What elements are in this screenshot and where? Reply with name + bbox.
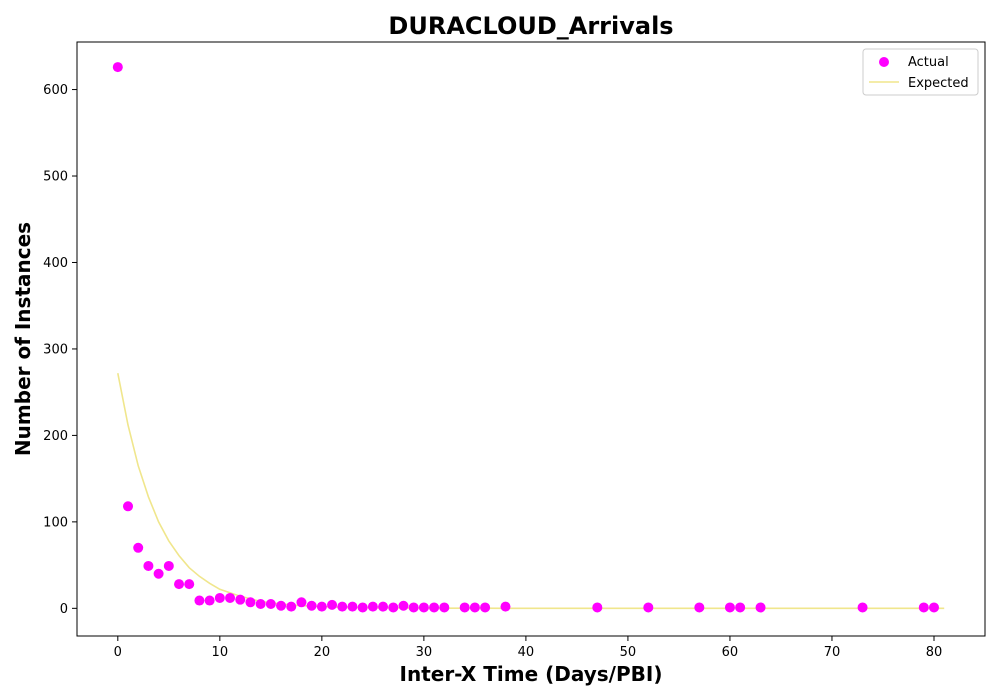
y-tick-label: 500	[43, 170, 68, 185]
y-tick-label: 600	[43, 83, 68, 98]
actual-data-point	[337, 601, 348, 612]
x-axis-label: Inter-X Time (Days/PBI)	[400, 662, 663, 686]
x-tick-label: 0	[114, 645, 122, 660]
legend-actual-label: Actual	[908, 55, 949, 70]
chart-title: DURACLOUD_Arrivals	[388, 12, 673, 40]
actual-data-point	[255, 599, 266, 610]
legend-expected-label: Expected	[908, 76, 969, 91]
actual-data-point	[163, 560, 174, 571]
actual-data-point	[184, 579, 195, 590]
actual-data-point	[643, 602, 654, 613]
actual-data-point	[123, 501, 134, 512]
actual-data-point	[265, 599, 276, 610]
actual-data-point	[439, 602, 450, 613]
actual-data-point	[286, 601, 297, 612]
y-tick-label: 400	[43, 256, 68, 271]
actual-data-point	[480, 602, 491, 613]
actual-data-point	[347, 601, 358, 612]
actual-data-point	[755, 602, 766, 613]
x-tick-label: 40	[518, 645, 535, 660]
actual-data-point	[408, 602, 419, 613]
actual-data-point	[378, 601, 389, 612]
actual-data-point	[153, 568, 164, 579]
actual-data-point	[592, 602, 603, 613]
actual-data-point	[296, 597, 307, 608]
x-tick-label: 30	[416, 645, 433, 660]
actual-data-point	[204, 595, 215, 606]
y-tick-label: 100	[43, 515, 68, 530]
plot-frame	[76, 41, 986, 637]
actual-data-point	[276, 600, 287, 611]
actual-data-point	[918, 602, 929, 613]
actual-data-point	[306, 600, 317, 611]
x-tick-label: 50	[620, 645, 637, 660]
x-tick-label: 80	[926, 645, 943, 660]
actual-data-point	[214, 592, 225, 603]
x-tick-label: 10	[212, 645, 229, 660]
actual-data-point	[235, 594, 246, 605]
x-tick-label: 20	[314, 645, 331, 660]
actual-data-point	[316, 601, 327, 612]
actual-data-point	[388, 602, 399, 613]
actual-data-point	[112, 62, 123, 73]
actual-data-point	[735, 602, 746, 613]
y-tick-label: 0	[60, 602, 68, 617]
y-tick-label: 300	[43, 342, 68, 357]
actual-data-point	[459, 602, 470, 613]
actual-data-point	[133, 542, 144, 553]
actual-data-point	[928, 602, 939, 613]
actual-data-point	[500, 601, 511, 612]
legend: Actual Expected	[862, 48, 979, 96]
actual-data-point	[469, 602, 480, 613]
actual-data-point	[327, 599, 338, 610]
actual-data-point	[367, 601, 378, 612]
actual-data-point	[418, 602, 429, 613]
expected-series-line	[117, 373, 945, 610]
actual-data-point	[225, 592, 236, 603]
legend-box	[862, 48, 979, 96]
actual-data-point	[398, 600, 409, 611]
actual-data-point	[245, 597, 256, 608]
plot-area: 0 10 20 30 40 50 60 70 80 0 100 200 300 400 500 600	[43, 41, 986, 660]
actual-data-point	[143, 560, 154, 571]
y-tick-label: 200	[43, 429, 68, 444]
actual-data-point	[174, 579, 185, 590]
actual-data-point	[694, 602, 705, 613]
legend-actual-marker	[879, 57, 889, 67]
actual-data-point	[429, 602, 440, 613]
y-axis-label: Number of Instances	[11, 222, 35, 456]
actual-data-point	[357, 602, 368, 613]
actual-data-point	[724, 602, 735, 613]
actual-data-point	[194, 595, 205, 606]
x-tick-label: 60	[722, 645, 739, 660]
x-tick-label: 70	[824, 645, 841, 660]
actual-data-point	[857, 602, 868, 613]
